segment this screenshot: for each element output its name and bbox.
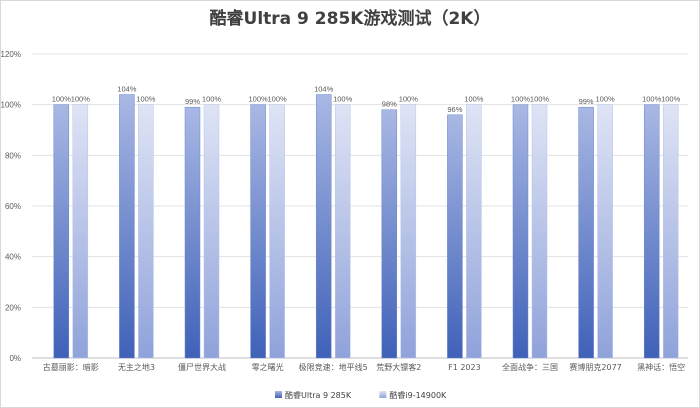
bar-series1 <box>250 104 266 359</box>
data-label: 98% <box>382 100 397 109</box>
data-label: 100% <box>530 95 550 104</box>
data-label: 96% <box>447 105 462 114</box>
data-label: 100% <box>642 95 662 104</box>
bar-series1 <box>447 114 463 359</box>
chart-title: 酷睿Ultra 9 285K游戏测试（2K） <box>210 8 491 29</box>
x-category-label: 僵尸世界大战 <box>178 362 226 372</box>
data-label: 100% <box>596 95 616 104</box>
x-category-label: 赛博朋克2077 <box>569 362 621 372</box>
y-axis-ticks: 0% 20% 40% 60% 80% 100% 120% <box>1 50 21 363</box>
data-label: 104% <box>314 85 334 94</box>
legend-label: 酷睿i9-14900K <box>389 390 447 400</box>
x-category-label: 古墓丽影：暗影 <box>43 362 99 372</box>
x-category-label: 全面战争：三国 <box>502 362 558 372</box>
bar-series2 <box>466 104 482 359</box>
x-category-label: 极限竞速：地平线5 <box>299 362 368 372</box>
legend-label: 酷睿Ultra 9 285K <box>285 390 352 400</box>
data-label: 100% <box>399 95 419 104</box>
bar-series2 <box>400 104 417 359</box>
y-tick-label: 40% <box>5 253 21 262</box>
bar-series1 <box>578 106 594 359</box>
bar-series1 <box>184 106 201 359</box>
y-tick-label: 60% <box>5 202 21 211</box>
y-tick-label: 80% <box>5 151 21 160</box>
bar-series2 <box>138 104 154 359</box>
bar-series2 <box>203 104 220 359</box>
data-label: 99% <box>185 97 200 106</box>
bar-series1 <box>315 94 332 359</box>
data-label: 100% <box>464 95 484 104</box>
x-category-label: 荒野大镖客2 <box>376 362 421 372</box>
bar-series2 <box>597 104 613 359</box>
x-category-label: 黑神话：悟空 <box>637 362 685 372</box>
data-label: 100% <box>52 95 72 104</box>
bar-series1 <box>381 109 398 359</box>
data-label: 100% <box>249 95 269 104</box>
y-tick-label: 120% <box>1 50 21 59</box>
data-label: 100% <box>268 95 288 104</box>
bar-series1 <box>119 94 135 359</box>
bar-series1 <box>53 104 70 359</box>
data-label: 104% <box>117 85 137 94</box>
legend-swatch <box>379 391 387 398</box>
legend: 酷睿Ultra 9 285K 酷睿i9-14900K <box>275 390 447 400</box>
x-axis-categories: 古墓丽影：暗影 无主之地3 僵尸世界大战 零之曙光 极限竞速：地平线5 荒野大镖客2 F1 … <box>43 362 685 372</box>
data-label: 100% <box>202 95 222 104</box>
bar-series2 <box>269 104 285 359</box>
legend-swatch <box>275 391 282 398</box>
bar-series2 <box>334 104 351 359</box>
bar-series1 <box>512 104 529 359</box>
data-label: 100% <box>136 95 156 104</box>
bar-series2 <box>72 104 89 359</box>
x-category-label: F1 2023 <box>448 363 481 372</box>
data-label: 100% <box>661 95 681 104</box>
bar-series1 <box>643 104 660 359</box>
data-label: 100% <box>333 95 353 104</box>
y-tick-label: 20% <box>5 303 21 312</box>
x-category-label: 无主之地3 <box>118 362 155 372</box>
data-label: 100% <box>511 95 531 104</box>
data-labels: 100% 100%104%100% 99% 100% 100% 100%104%100%9… <box>52 85 681 114</box>
data-label: 100% <box>71 95 91 104</box>
x-category-label: 零之曙光 <box>252 362 284 372</box>
y-tick-label: 0% <box>9 354 21 363</box>
y-tick-label: 100% <box>1 101 21 110</box>
bar-series2 <box>531 104 548 359</box>
bars <box>53 94 679 359</box>
data-label: 99% <box>579 97 594 106</box>
bar-series2 <box>662 104 679 359</box>
